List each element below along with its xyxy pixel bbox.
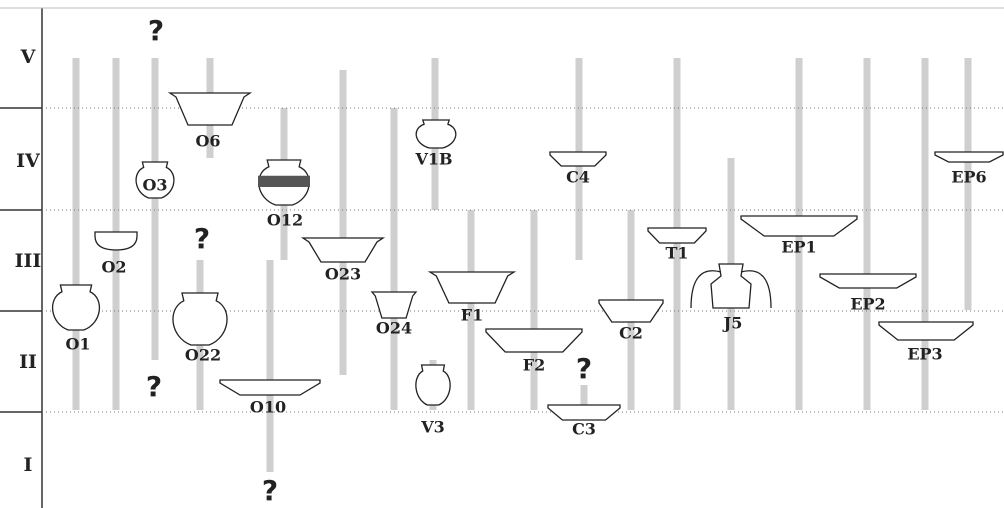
unknown-mark: ?: [576, 352, 592, 385]
phase-label: IV: [16, 150, 41, 172]
vessel-band: [258, 175, 310, 187]
vessel-shape: [370, 291, 418, 319]
range-bar: [530, 210, 538, 410]
vessel-label: O1: [65, 335, 90, 354]
vessel-shape: [172, 292, 228, 346]
range-bar: [921, 58, 929, 410]
vessel-label: O6: [195, 132, 220, 151]
phase-label: V: [20, 46, 37, 68]
vessel-shape: [52, 284, 100, 331]
vessel-shape: [415, 119, 457, 149]
vessel-shape: [485, 328, 583, 353]
vessel-shape: [167, 92, 253, 126]
unknown-mark: ?: [148, 14, 164, 47]
range-bar: [266, 260, 274, 472]
vessel-shape: [427, 271, 517, 304]
vessel-label: O10: [250, 398, 286, 417]
vessel-label: O23: [325, 265, 361, 284]
vessel-label: F1: [461, 306, 484, 325]
vessel-label: O3: [142, 176, 167, 195]
vessel-shape: [135, 161, 175, 199]
phase-label: I: [24, 454, 33, 476]
vessel-label: C2: [619, 324, 643, 343]
range-bar: [390, 108, 398, 410]
range-bar: [339, 70, 347, 375]
range-bar: [964, 58, 972, 310]
vessel-label: F2: [523, 356, 546, 375]
vessel-shape: [598, 299, 664, 323]
unknown-mark: ?: [262, 474, 278, 507]
vessel-label: C3: [572, 420, 596, 439]
vessel-label: EP2: [850, 295, 885, 314]
vessel-shape: [300, 237, 386, 263]
vessel-label: J5: [722, 314, 743, 333]
vessel-shape: [878, 321, 974, 341]
range-bar: [151, 58, 159, 360]
vessel-label: C4: [566, 168, 590, 187]
range-bar: [580, 385, 588, 410]
vessel-label: O12: [267, 211, 303, 230]
vessel-shape: [740, 215, 858, 237]
phase-label: II: [19, 351, 37, 373]
vessel-shape: [94, 231, 138, 251]
range-bar: [863, 58, 871, 410]
vessel-label: EP1: [781, 238, 816, 257]
vessels: O1 O2 O3 O6 O12 O22 O10 O23 O24 V1B V3 F1 F2 C4 C3 C2 T1…: [52, 14, 1004, 507]
vessel-label: EP6: [951, 168, 986, 187]
unknown-mark: ?: [194, 222, 210, 255]
vessel-label: O22: [185, 346, 221, 365]
vessel-handles: [690, 270, 772, 309]
vessel-shape: [219, 379, 321, 396]
vessel-shape: [647, 227, 707, 244]
vessel-shape: [547, 404, 621, 421]
vessel-label: T1: [665, 244, 688, 263]
vessel-label: V3: [420, 418, 445, 437]
vessel-label: O24: [376, 319, 412, 338]
vessel-shape: [934, 151, 1004, 163]
unknown-mark: ?: [146, 370, 162, 403]
range-bar: [467, 210, 475, 410]
vessel-label: V1B: [414, 150, 452, 169]
vessel-shape: [710, 263, 752, 309]
phase-label: III: [15, 250, 42, 272]
vessel-label: EP3: [907, 345, 942, 364]
vessel-shape: [549, 151, 607, 167]
vessel-label: O2: [101, 258, 126, 277]
vessel-shape: [415, 364, 451, 406]
vessel-shape: [819, 273, 917, 289]
range-bar: [72, 58, 80, 410]
